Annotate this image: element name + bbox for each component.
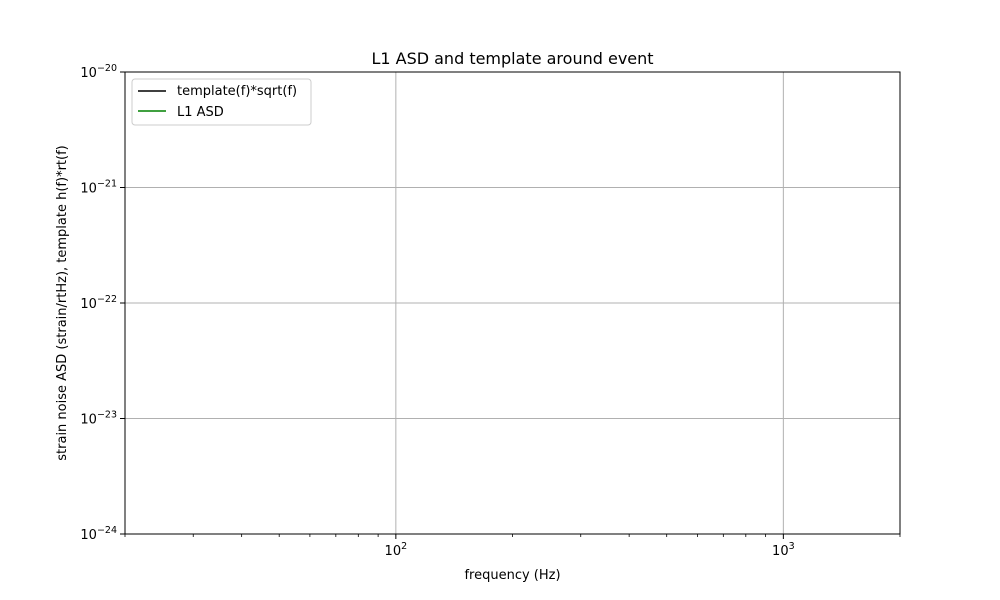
y-tick-label: 10−21 [80,179,117,197]
grid-layer [125,71,900,535]
x-axis-label: frequency (Hz) [464,568,560,583]
legend-box [131,78,312,126]
legend-label-l1-asd: L1 ASD [177,105,224,120]
legend-label-template: template(f)*sqrt(f) [177,84,297,99]
x-tick-label: 103 [772,541,795,559]
y-axis-label: strain noise ASD (strain/rtHz), template… [55,145,70,460]
x-tick-label: 102 [385,541,408,559]
y-tick-label: 10−23 [80,410,117,428]
y-tick-label: 10−20 [80,63,117,81]
y-tick-label: 10−22 [80,294,117,312]
y-tick-label: 10−24 [80,525,117,543]
tick-layer: 102 103 10−24 10−23 10−22 10−21 10−20 [80,63,901,559]
legend: template(f)*sqrt(f) L1 ASD [131,78,312,126]
chart-title: L1 ASD and template around event [371,49,653,68]
